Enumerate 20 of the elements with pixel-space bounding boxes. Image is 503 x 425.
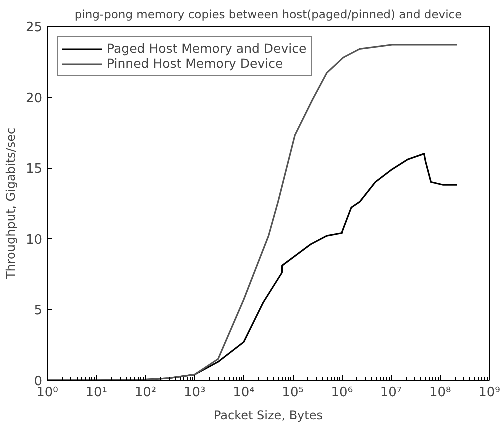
x-tick-label: 10⁷	[380, 386, 402, 400]
x-axis-title: Packet Size, Bytes	[214, 408, 324, 422]
x-tick-label: 10⁹	[478, 386, 500, 400]
x-tick-label: 10⁸	[430, 386, 452, 400]
legend-label: Paged Host Memory and Device	[107, 41, 307, 56]
y-axis-title: Throughput, Gigabits/sec	[4, 128, 18, 280]
y-tick-label: 5	[34, 304, 43, 319]
x-tick-label: 10⁴	[233, 386, 255, 400]
y-tick-label: 20	[26, 91, 43, 106]
legend-label: Pinned Host Memory Device	[107, 56, 284, 71]
y-tick-label: 15	[26, 162, 43, 178]
x-tick-label: 10⁰	[36, 386, 58, 400]
x-tick-label: 10²	[134, 386, 157, 400]
x-tick-label: 10³	[184, 386, 206, 400]
x-tick-label: 10⁶	[331, 386, 354, 400]
y-tick-label: 10	[26, 232, 43, 248]
y-tick-label: 25	[26, 20, 43, 36]
x-tick-label: 10⁵	[282, 386, 304, 400]
chart-title: ping-pong memory copies between host(paged/pinned) and device	[74, 8, 462, 22]
x-tick-label: 10¹	[86, 386, 108, 400]
